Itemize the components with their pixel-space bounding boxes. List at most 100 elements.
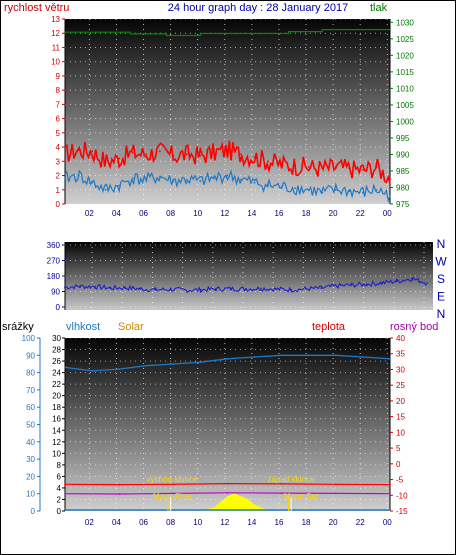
wind-speed-tick-label: 4 — [56, 143, 61, 152]
wind-gust-point — [267, 160, 269, 163]
wind-gust-line — [64, 140, 391, 184]
wind-gust-point — [389, 177, 391, 180]
wind-direction-point — [411, 277, 413, 280]
direction-tick-label: 270 — [47, 257, 61, 266]
rain-tick-label: 0 — [57, 507, 62, 516]
humidity-point — [145, 364, 148, 367]
temperature-point — [226, 482, 229, 485]
temperature-tick-label: 20 — [396, 397, 405, 406]
wind-direction-point — [320, 287, 323, 289]
legend-rain: srážky — [2, 321, 34, 333]
wind-direction-point — [109, 287, 112, 289]
temperature-point — [64, 483, 66, 486]
wind-average-point — [91, 181, 93, 184]
sunrise-label: východ slunce — [147, 475, 198, 484]
wind-average-point — [362, 191, 364, 194]
pressure-axis: 975 980 985 990 995 1000 1005 1010 1015 1020 1025 1… — [389, 18, 414, 209]
wind-gust-point — [321, 167, 324, 170]
wind-gust-point — [64, 153, 66, 156]
pressure-tick-label: 990 — [396, 150, 410, 159]
wind-direction-point — [199, 288, 202, 291]
wind-direction-point — [335, 285, 338, 287]
wind-direction-point — [64, 286, 66, 289]
humidity-point — [253, 356, 256, 358]
wind-gust-point — [158, 150, 161, 153]
compass-label: S — [437, 272, 445, 286]
pressure-tick-label: 1005 — [396, 101, 414, 110]
humidity-point — [362, 356, 364, 358]
direction-tick-label: 0 — [56, 303, 61, 312]
wind-speed-axis-title: rychlost větru — [4, 2, 69, 14]
wind-average-point — [118, 184, 121, 187]
dewpoint-point — [118, 493, 121, 495]
wind-speed-tick-label: 6 — [56, 115, 61, 124]
dewpoint-point — [389, 492, 391, 495]
wind-gust-point — [199, 154, 202, 157]
humidity-point — [91, 370, 93, 372]
pressure-tick-label: 1020 — [396, 51, 414, 60]
wind-direction-point — [94, 285, 97, 288]
wind-gust-point — [280, 163, 283, 166]
wind-direction-point — [275, 288, 278, 290]
humidity-time-tick-label: 12 — [220, 518, 229, 527]
wind-average-point — [307, 188, 310, 191]
humidity-point — [199, 361, 202, 364]
wind-speed-tick-label: 10 — [51, 58, 60, 67]
temperature-tick-label: 35 — [396, 350, 405, 359]
wind-average-point — [375, 188, 378, 191]
wind-direction-plot-area — [65, 242, 433, 310]
rain-tick-label: 6 — [57, 472, 62, 481]
wind-speed-tick-label: 13 — [51, 15, 60, 24]
humidity-tick-label: 80 — [26, 369, 35, 378]
wind-average-point — [158, 176, 161, 178]
wind-direction-point — [124, 286, 127, 289]
wind-time-tick-label: 14 — [247, 209, 256, 218]
compass-label: E — [437, 290, 445, 304]
wind-average-point — [199, 180, 202, 183]
wind-gust-point — [375, 166, 378, 168]
humidity-point — [118, 368, 121, 370]
humidity-tick-label: 70 — [26, 386, 35, 395]
temperature-point — [118, 483, 121, 486]
wind-direction-point — [79, 285, 81, 288]
pressure-tick-label: 1030 — [396, 18, 414, 27]
wind-direction-point — [154, 288, 157, 291]
wind-pressure-series — [64, 29, 391, 203]
legend-humidity: vlhkost — [66, 321, 100, 333]
dewpoint-point — [334, 492, 337, 495]
wind-average-point — [172, 180, 175, 183]
wind-gust-point — [240, 153, 242, 156]
humidity-point — [226, 357, 229, 360]
wind-gust-point — [213, 151, 215, 154]
sunset-label: západ slunce — [267, 475, 315, 484]
wind-pressure-grid — [65, 18, 390, 205]
rain-tick-label: 30 — [52, 334, 61, 343]
wind-direction-point — [184, 289, 187, 291]
wind-gust-point — [186, 153, 188, 156]
rain-tick-label: 8 — [57, 461, 62, 470]
temperature-tick-label: 40 — [396, 334, 405, 343]
wind-time-tick-label: 04 — [112, 209, 121, 218]
wind-gust-point — [104, 160, 107, 163]
wind-direction-point — [426, 282, 428, 284]
rain-tick-label: 20 — [52, 392, 61, 401]
humidity-tick-label: 60 — [26, 403, 35, 412]
wind-gust-point — [253, 156, 256, 158]
wind-average-point — [334, 188, 337, 191]
temperature-tick-label: 15 — [396, 413, 405, 422]
dewpoint-point — [226, 491, 229, 494]
wind-gust-point — [118, 157, 121, 160]
rain-tick-label: 10 — [52, 449, 61, 458]
wind-gust-point — [77, 149, 80, 151]
solar-area — [200, 493, 269, 512]
wind-direction-point — [169, 288, 172, 291]
dewpoint-point — [172, 492, 175, 495]
wind-average-point — [389, 194, 391, 197]
wind-average-point — [321, 191, 324, 194]
wind-average-point — [213, 177, 215, 180]
wind-gust-point — [348, 167, 351, 170]
wind-gust-point — [145, 153, 148, 156]
wind-average-point — [267, 184, 269, 187]
